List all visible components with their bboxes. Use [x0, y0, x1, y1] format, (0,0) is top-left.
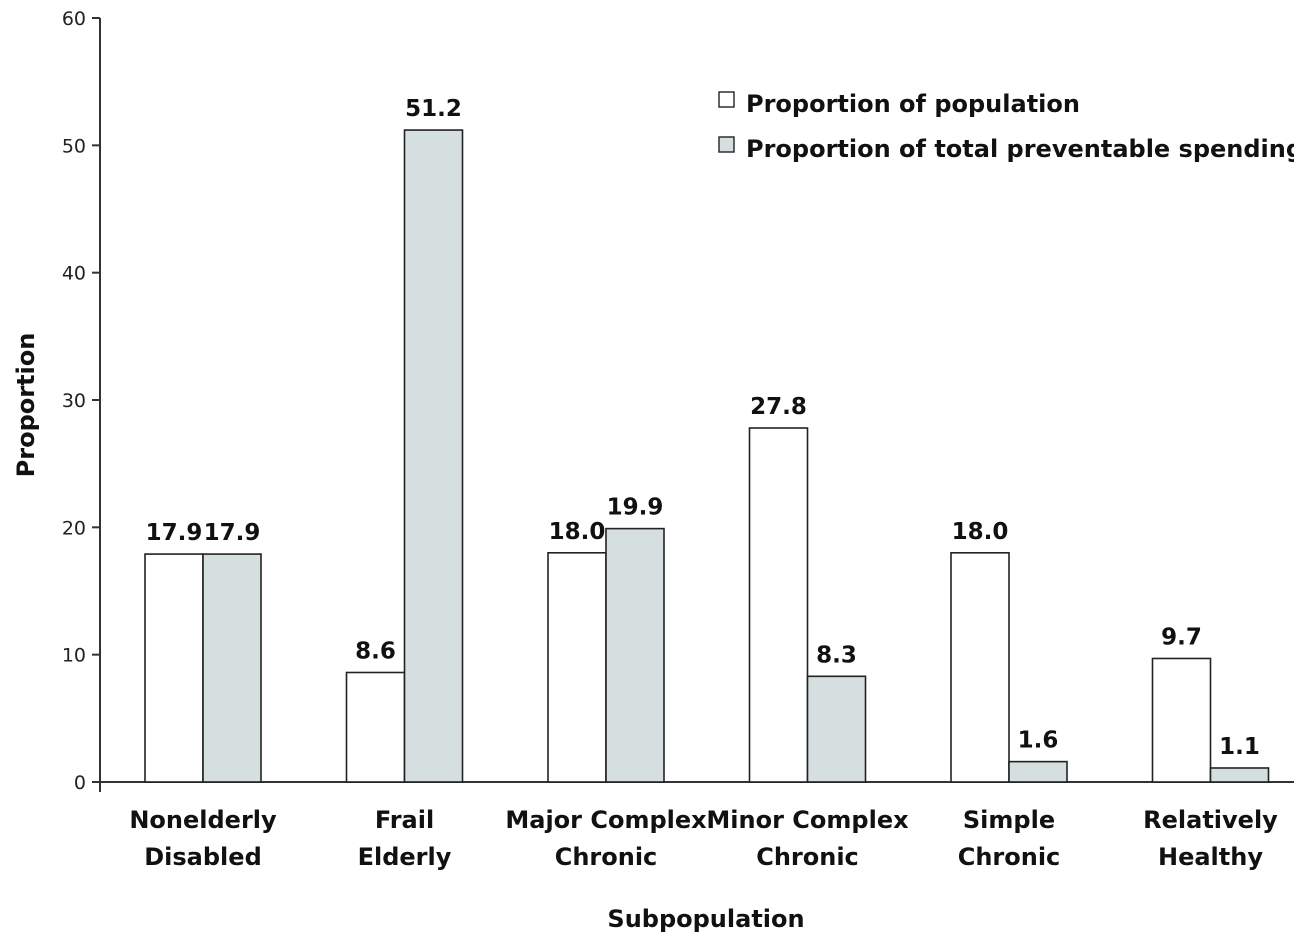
category-label: Chronic — [555, 843, 658, 871]
bar-value-label: 9.7 — [1161, 624, 1202, 650]
y-tick-label: 10 — [62, 645, 86, 667]
bars — [144, 129, 1270, 783]
value-labels: 17.9 17.98.651.218.019.927.88.318.01.69.7… — [146, 96, 1260, 760]
category-label: Elderly — [358, 843, 452, 871]
bar-spending — [403, 129, 464, 783]
bar-population — [547, 551, 607, 783]
y-tick-label: 60 — [62, 8, 86, 30]
category-label: Major Complex — [505, 806, 707, 834]
legend-label: Proportion of population — [746, 90, 1080, 118]
category-label: Chronic — [958, 843, 1061, 871]
bar-value-label: 27.8 — [750, 394, 807, 420]
category-label: Frail — [375, 806, 434, 834]
bar-population — [748, 427, 809, 783]
bar-spending — [605, 527, 665, 783]
legend-label: Proportion of total preventable spending — [746, 135, 1294, 163]
bar-value-label: 8.6 — [355, 638, 396, 664]
category-label: Minor Complex — [706, 806, 909, 834]
legend-swatch — [718, 91, 735, 108]
category-label: Chronic — [756, 843, 859, 871]
bar-value-label: 19.9 — [607, 495, 664, 521]
bar-value-label: 17.9 — [204, 520, 261, 546]
bar-value-label: 17.9 — [146, 520, 203, 546]
y-axis: 0 10 20 30 40 50 60 — [62, 8, 101, 794]
y-tick-label: 30 — [62, 390, 86, 412]
bar-value-label: 1.1 — [1219, 734, 1260, 760]
bar-value-label: 51.2 — [405, 96, 462, 122]
category-label: Nonelderly — [129, 806, 277, 834]
bar-spending — [806, 675, 867, 783]
category-labels: Nonelderly Disabled Frail Elderly Major Comp… — [129, 806, 1278, 871]
category-label: Simple — [963, 806, 1055, 834]
bar-spending — [1209, 767, 1270, 783]
category-label: Healthy — [1158, 843, 1263, 871]
bar-population — [1151, 657, 1212, 783]
bar-spending — [202, 553, 262, 783]
bar-value-label: 18.0 — [549, 519, 606, 545]
y-tick-label: 40 — [62, 263, 86, 285]
category-label: Disabled — [144, 843, 262, 871]
y-tick-label: 50 — [62, 135, 86, 157]
x-axis — [99, 781, 1294, 792]
y-tick-label: 0 — [74, 772, 86, 794]
category-label: Relatively — [1143, 806, 1278, 834]
bar-population — [950, 551, 1010, 783]
bar-population — [345, 671, 406, 783]
y-tick-label: 20 — [62, 517, 86, 539]
bar-value-label: 8.3 — [816, 642, 857, 668]
legend: Proportion of population Proportion of to… — [718, 90, 1294, 163]
y-axis-title: Proportion — [12, 333, 40, 478]
bar-spending — [1008, 760, 1068, 783]
x-axis-title: Subpopulation — [607, 905, 804, 933]
bar-value-label: 18.0 — [952, 519, 1009, 545]
legend-swatch — [718, 136, 735, 153]
bar-population — [144, 553, 204, 783]
bar-value-label: 1.6 — [1018, 728, 1059, 754]
